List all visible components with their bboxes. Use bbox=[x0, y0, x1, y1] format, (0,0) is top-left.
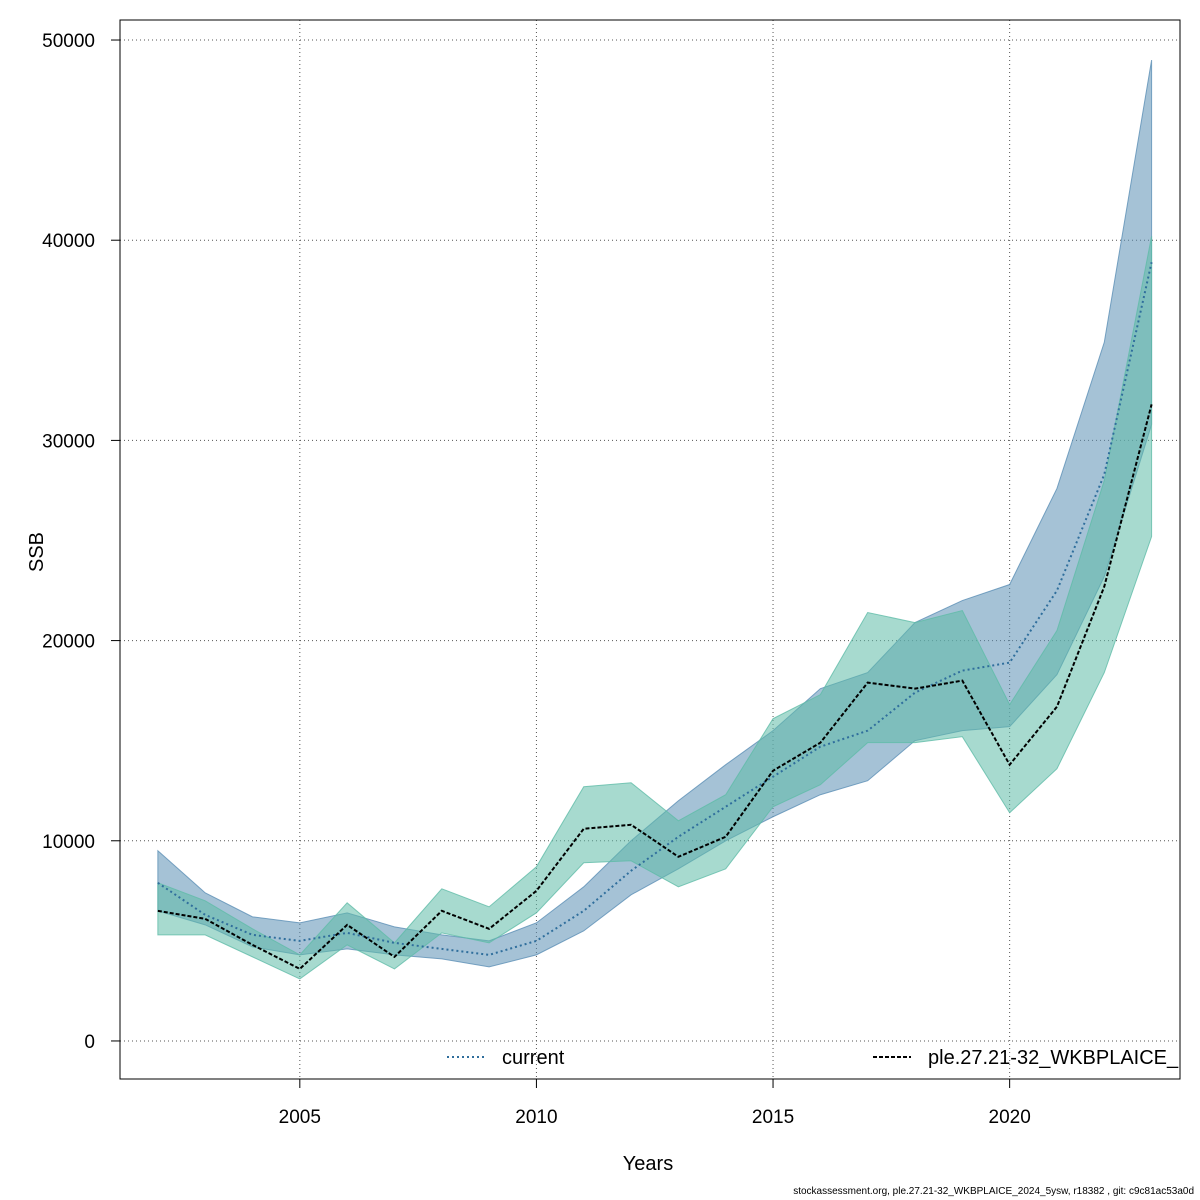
legend-label: current bbox=[502, 1047, 565, 1069]
y-tick-label: 0 bbox=[84, 1032, 95, 1053]
y-tick-label: 20000 bbox=[42, 632, 95, 653]
grid bbox=[120, 20, 1180, 1079]
x-tick-label: 2010 bbox=[515, 1107, 557, 1128]
y-tick-label: 50000 bbox=[42, 31, 95, 52]
x-tick-label: 2005 bbox=[279, 1107, 321, 1128]
y-tick-label: 10000 bbox=[42, 832, 95, 853]
axes: 2005 2010 2015 2020 0 10000 20000 30000 40000 500… bbox=[42, 31, 1031, 1128]
series-line-2 bbox=[157, 404, 1153, 971]
confidence-bands bbox=[157, 59, 1153, 980]
footer-note: stockassessment.org, ple.27.21-32_WKBPLA… bbox=[793, 1186, 1194, 1197]
confidence-band-2 bbox=[157, 236, 1153, 980]
legend-label: ple.27.21-32_WKBPLAICE_ bbox=[928, 1047, 1179, 1069]
legend: current ple.27.21-32_WKBPLAICE_ bbox=[447, 1047, 1179, 1069]
series-lines bbox=[157, 262, 1153, 971]
x-tick-label: 2015 bbox=[752, 1107, 794, 1128]
x-axis-label: Years bbox=[623, 1153, 673, 1175]
y-tick-label: 40000 bbox=[42, 231, 95, 252]
y-tick-label: 30000 bbox=[42, 431, 95, 452]
plot-frame bbox=[119, 19, 1181, 1080]
y-axis-label: SSB bbox=[26, 532, 48, 572]
x-tick-label: 2020 bbox=[989, 1107, 1031, 1128]
series-line-1 bbox=[157, 262, 1153, 956]
